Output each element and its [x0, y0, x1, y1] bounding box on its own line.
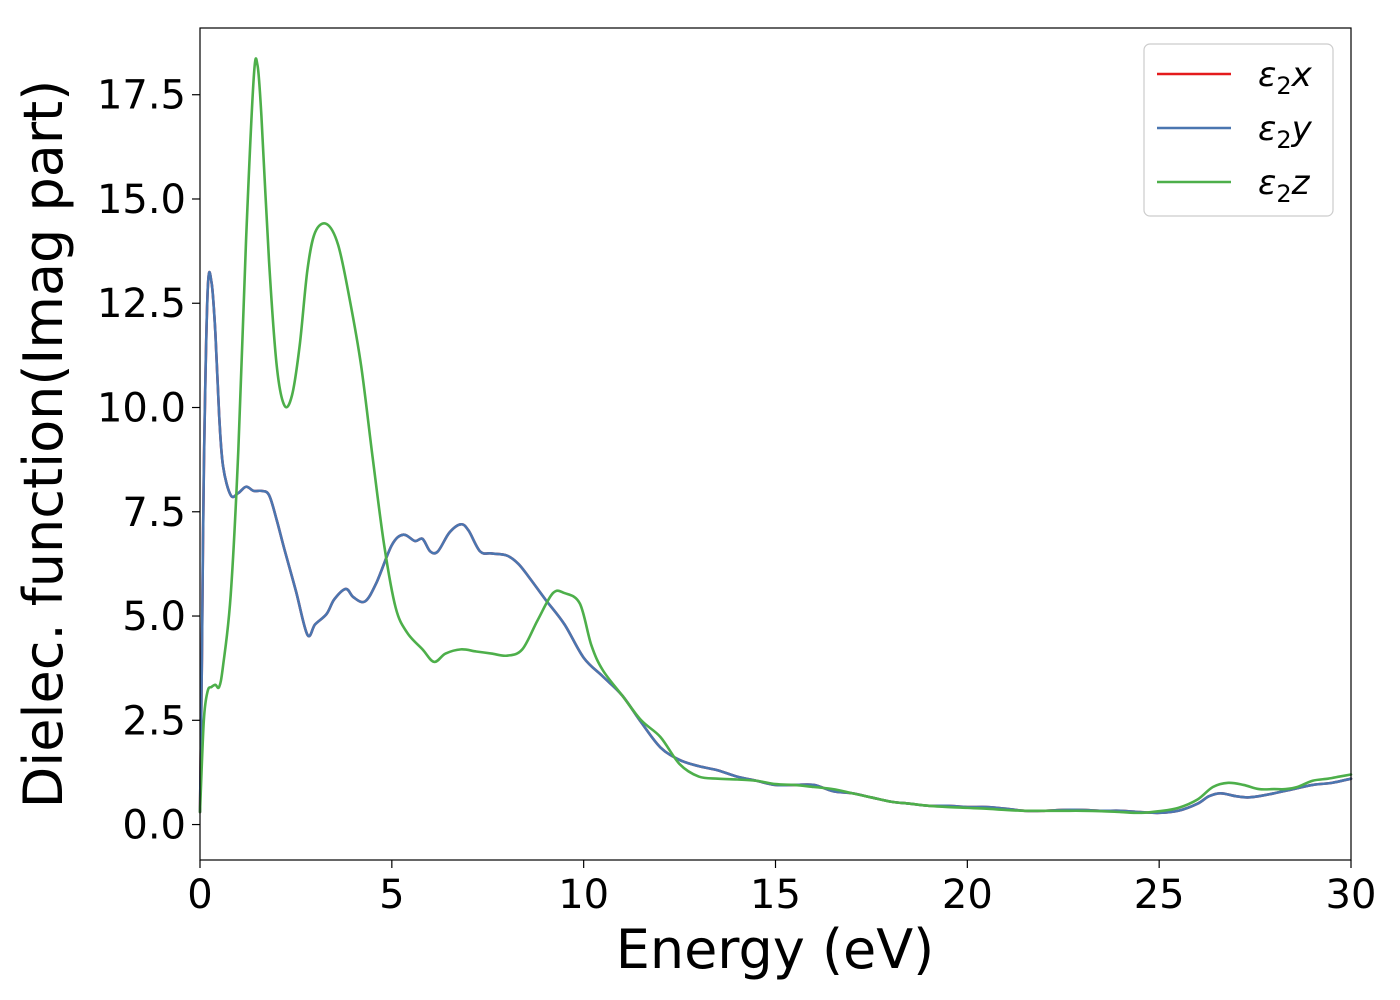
x-tick-label: 20 [942, 872, 993, 918]
x-tick-label: 15 [750, 872, 801, 918]
y-axis-title: Dielec. function(Imag part) [12, 80, 75, 809]
legend-label-y: ε2y [1258, 109, 1313, 154]
legend-items: ε2x ε2y ε2z [1157, 55, 1313, 208]
legend-box [1143, 43, 1334, 217]
y-tick-label: 7.5 [122, 490, 186, 536]
y-tick-label: 0.0 [122, 803, 186, 849]
y-tick-label: 5.0 [122, 594, 186, 640]
y-tick-label: 15.0 [97, 177, 186, 223]
y-tick-label: 12.5 [97, 281, 186, 327]
x-tick-label: 5 [379, 872, 404, 918]
y-axis-ticks: 0.0 2.5 5.0 7.5 10.0 12.5 15.0 17.5 [97, 73, 200, 849]
x-tick-label: 30 [1326, 872, 1377, 918]
x-axis-title: Energy (eV) [616, 918, 935, 981]
x-tick-label: 10 [558, 872, 609, 918]
x-tick-label: 0 [187, 872, 212, 918]
series-line-z [198, 57, 1353, 815]
legend-label-x: ε2x [1258, 55, 1313, 100]
x-axis-ticks: 0 5 10 15 20 25 30 [187, 860, 1376, 918]
y-tick-label: 17.5 [97, 73, 186, 119]
legend-label-z: ε2z [1258, 163, 1311, 208]
series-layer [198, 57, 1353, 815]
x-tick-label: 25 [1134, 872, 1185, 918]
legend: ε2x ε2y ε2z [1143, 43, 1334, 217]
y-tick-label: 10.0 [97, 386, 186, 432]
y-tick-label: 2.5 [122, 698, 186, 744]
